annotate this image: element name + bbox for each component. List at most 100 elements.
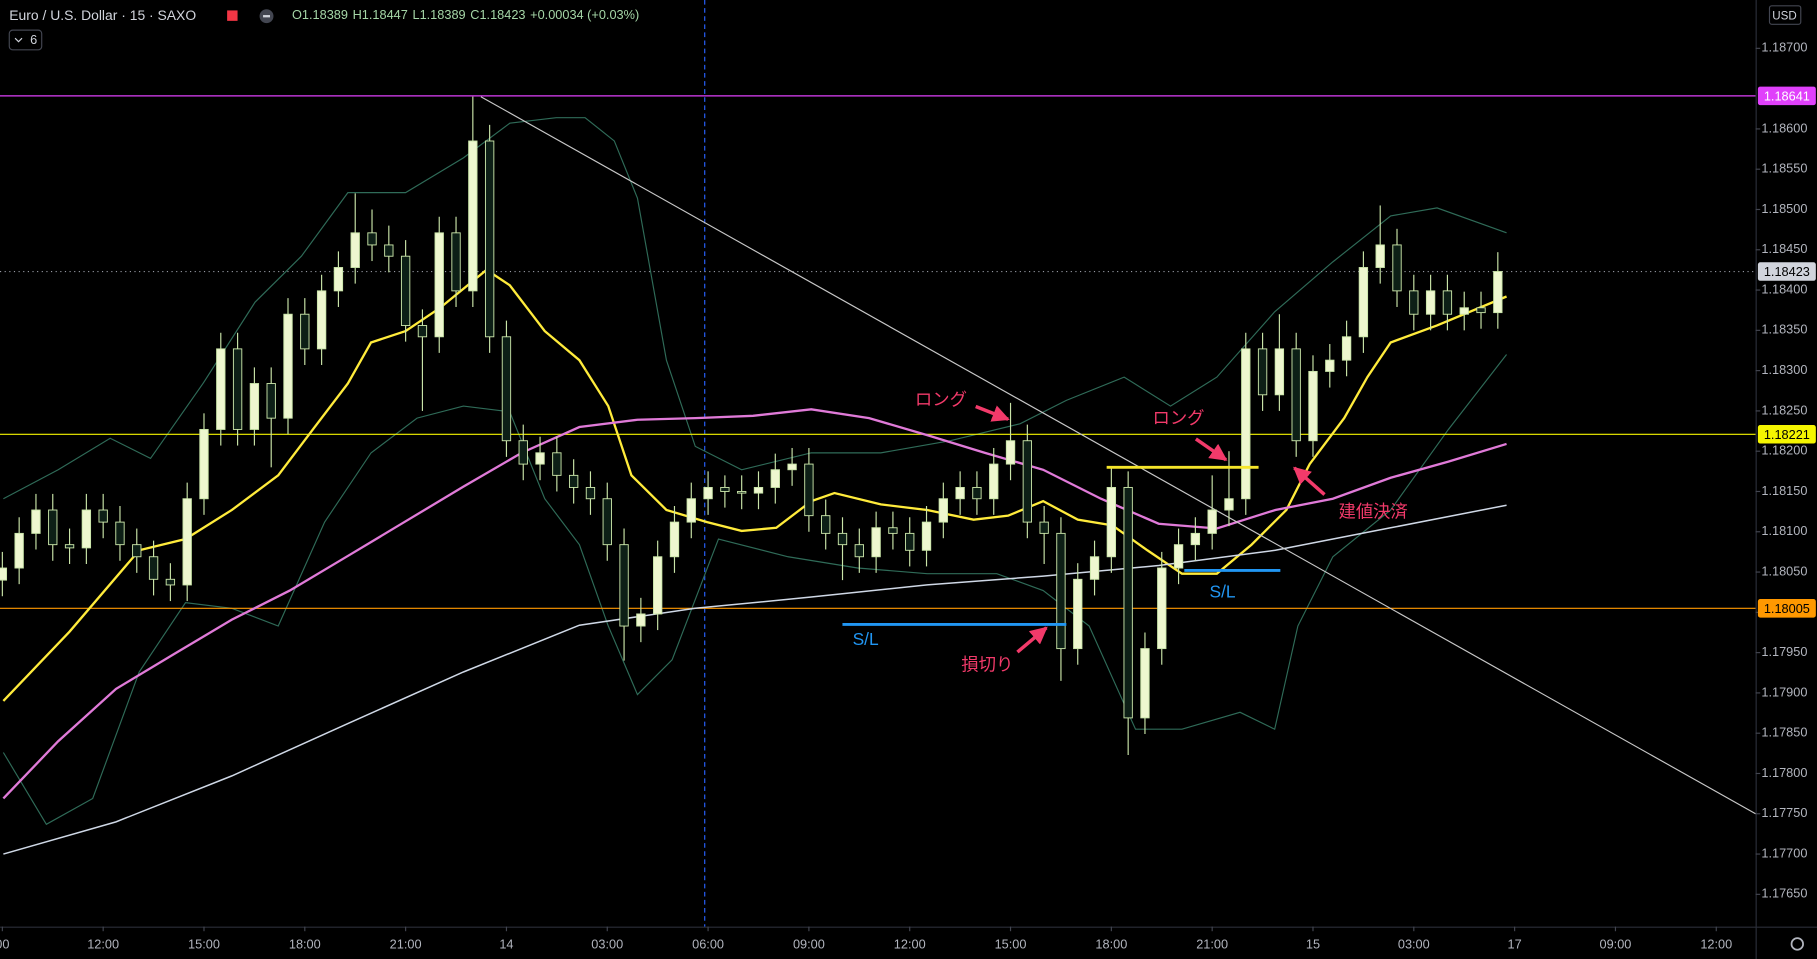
candle-body xyxy=(1274,348,1285,396)
indicator-count: 6 xyxy=(30,32,37,47)
y-tick-label: 1.17800 xyxy=(1761,765,1807,780)
currency-box[interactable] xyxy=(1768,5,1802,25)
candle-body xyxy=(1308,370,1318,442)
y-tick-label: 1.18700 xyxy=(1761,40,1807,55)
candle-body xyxy=(1409,290,1419,315)
candle-body xyxy=(283,313,293,419)
x-tick-label: 09:00 xyxy=(1600,936,1632,951)
flag-icon[interactable] xyxy=(227,10,238,21)
x-tick-label: 21:00 xyxy=(1196,936,1228,951)
candle-body xyxy=(1106,486,1117,558)
annotation: ロング xyxy=(915,389,967,409)
arrow xyxy=(1194,437,1228,462)
candle-body xyxy=(501,336,512,442)
candle-body xyxy=(400,255,411,326)
candle-body xyxy=(132,544,142,558)
candle-body xyxy=(1207,509,1217,534)
candle-body xyxy=(31,509,41,534)
price-label: 1.18005 xyxy=(1764,601,1810,616)
candle-body xyxy=(1358,267,1369,338)
y-tick-label: 1.18050 xyxy=(1761,563,1807,578)
candle-body xyxy=(568,474,579,488)
header: Euro / U.S. Dollar · 15 · SAXO O1.18389 H… xyxy=(8,7,639,51)
candle-body xyxy=(1325,359,1335,372)
price-label-box xyxy=(1757,262,1816,281)
annotation: S/L xyxy=(853,629,879,649)
x-tick-label: 12:00 xyxy=(87,936,119,951)
y-tick-label: 1.18250 xyxy=(1761,402,1807,417)
x-tick-label: 18:00 xyxy=(289,936,321,951)
candle-body xyxy=(417,325,428,338)
candle-body xyxy=(350,232,360,268)
candle-body xyxy=(518,440,528,465)
candle-body xyxy=(753,486,764,494)
candle-body xyxy=(1392,244,1402,292)
x-tick-label: 15 xyxy=(1306,936,1320,951)
y-tick-label: 1.18600 xyxy=(1761,120,1807,135)
x-tick-label: 15:00 xyxy=(188,936,220,951)
candle-body xyxy=(300,313,310,350)
x-tick-label: 03:00 xyxy=(591,936,623,951)
moving-average xyxy=(2,408,1507,800)
candle-body xyxy=(434,232,444,338)
candle-body xyxy=(266,383,276,419)
x-tick-label: 09:00 xyxy=(793,936,825,951)
candle-body xyxy=(249,383,260,430)
candle-body xyxy=(535,452,545,465)
ohlc-value: O1.18389 xyxy=(292,8,348,23)
x-tick-label: 12:00 xyxy=(1700,936,1732,951)
ohlc-value: H1.18447 xyxy=(353,8,408,23)
price-label: 1.18221 xyxy=(1764,427,1810,442)
moving-average xyxy=(3,504,1507,855)
candle-body xyxy=(602,498,612,546)
candle-body xyxy=(1257,348,1268,396)
price-label: 1.18423 xyxy=(1764,264,1810,279)
candle-body xyxy=(787,463,797,471)
candle-body xyxy=(1341,336,1352,361)
indicator-toggle[interactable] xyxy=(8,29,43,51)
y-tick-label: 1.18400 xyxy=(1761,281,1807,296)
candle-body xyxy=(165,578,176,586)
candle-body xyxy=(64,544,75,549)
y-tick-label: 1.18500 xyxy=(1761,201,1807,216)
candle-body xyxy=(14,532,24,569)
candle-body xyxy=(837,532,848,546)
x-tick-label: 03:00 xyxy=(1398,936,1430,951)
candle-body xyxy=(1005,440,1016,465)
annotation: 建値決済 xyxy=(1338,502,1407,522)
x-tick-label: 06:00 xyxy=(692,936,724,951)
bollinger-band xyxy=(3,117,1507,500)
y-tick-label: 1.17750 xyxy=(1761,805,1807,820)
price-label-box xyxy=(1757,599,1816,618)
candle-body xyxy=(98,509,108,523)
candle-body xyxy=(854,544,864,558)
candle-body xyxy=(1173,544,1184,569)
annotation: S/L xyxy=(1210,582,1236,602)
candle-body xyxy=(737,491,747,494)
candle-body xyxy=(316,290,327,350)
annotation: ロング xyxy=(1152,408,1204,428)
candle-body xyxy=(905,532,915,551)
candle-body xyxy=(1056,532,1066,650)
y-tick-label: 1.17650 xyxy=(1761,886,1807,901)
candle-body xyxy=(1375,244,1385,268)
ohlc-value: C1.18423 xyxy=(470,8,525,23)
y-tick-label: 1.18200 xyxy=(1761,443,1807,458)
x-tick-label: 21:00 xyxy=(390,936,422,951)
candle-body xyxy=(989,463,999,500)
y-tick-label: 1.18550 xyxy=(1761,161,1807,176)
candle-body xyxy=(216,348,226,430)
y-tick-label: 1.17850 xyxy=(1761,725,1807,740)
y-tick-label: 1.18150 xyxy=(1761,483,1807,498)
settings-icon[interactable] xyxy=(1790,937,1804,951)
candle-body xyxy=(972,486,982,500)
symbol-title: Euro / U.S. Dollar · 15 · SAXO xyxy=(9,7,196,23)
candle-body xyxy=(804,463,814,517)
candle-body xyxy=(0,567,8,581)
candle-body xyxy=(585,486,596,500)
candle-body xyxy=(484,140,495,338)
y-tick-label: 1.17700 xyxy=(1761,845,1807,860)
ohlc-value: +0.00034 (+0.03%) xyxy=(530,8,639,23)
